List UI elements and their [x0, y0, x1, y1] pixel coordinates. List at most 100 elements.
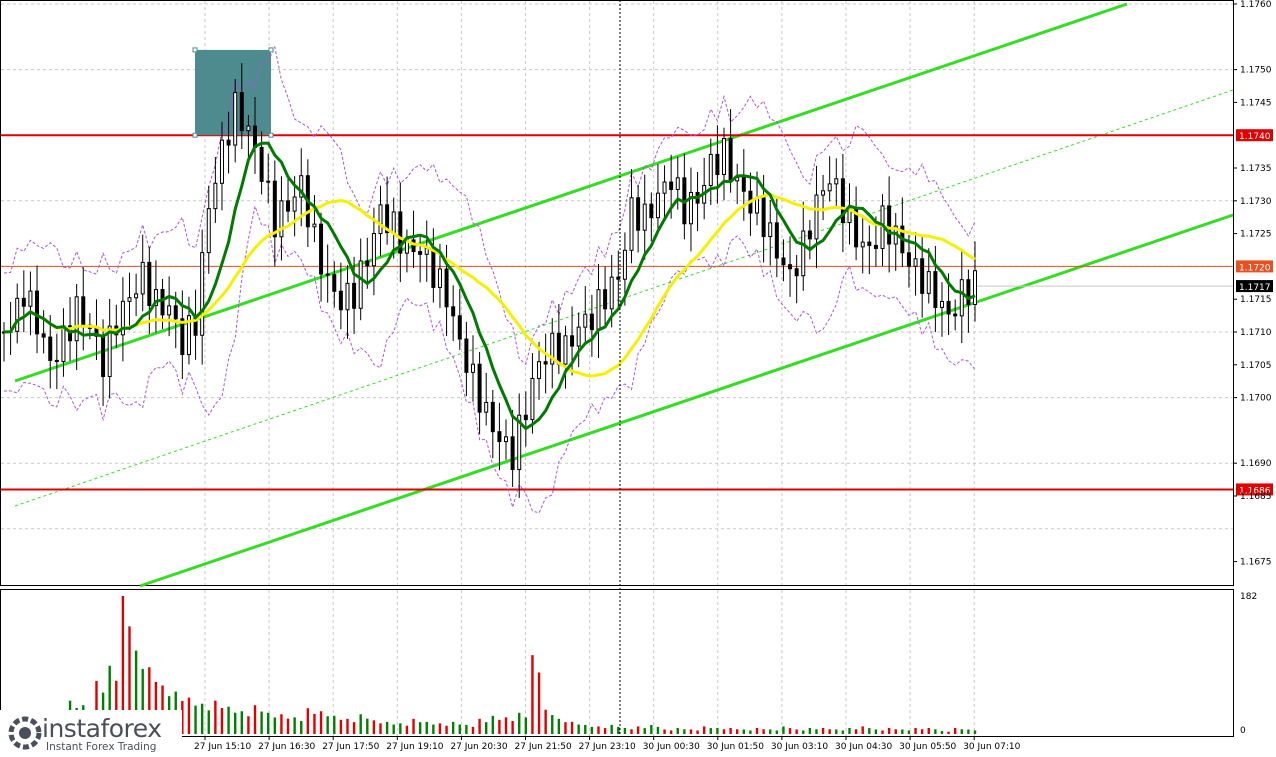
candle-body	[292, 196, 297, 212]
volume-bar	[788, 728, 792, 734]
candle-body	[358, 260, 363, 309]
volume-bar	[947, 731, 950, 734]
volume-bar	[240, 711, 243, 734]
volume-bar	[617, 726, 620, 734]
volume-bar	[953, 727, 957, 734]
price-tick-label: 1.1745	[1240, 98, 1272, 108]
volume-bar	[339, 719, 343, 734]
candle-body	[497, 431, 502, 443]
candle-body	[48, 336, 53, 361]
candle-body	[378, 204, 383, 235]
volume-bar	[313, 713, 316, 734]
volume-bar	[736, 729, 739, 734]
volume-bar	[749, 730, 752, 734]
volume-bar	[821, 727, 825, 734]
candle-body	[504, 436, 509, 443]
price-tick-label: 1.1750	[1240, 66, 1272, 76]
candle-body	[312, 223, 317, 228]
candle-body	[913, 258, 918, 267]
volume-bar	[207, 710, 210, 734]
candle-body	[490, 401, 495, 433]
candle-body	[28, 290, 33, 307]
candle-body	[140, 261, 145, 295]
volume-bar	[504, 717, 508, 734]
time-tick-label: 27 Jun 16:30	[258, 742, 315, 752]
volume-bar	[676, 727, 679, 734]
volume-bar	[432, 724, 435, 734]
price-tick-label: 1.1700	[1240, 394, 1272, 404]
price-tick-label: 1.1710	[1240, 328, 1272, 338]
candle-body	[437, 268, 442, 288]
volume-bar	[934, 729, 937, 734]
candle-body	[768, 222, 773, 238]
candle-body	[200, 252, 205, 336]
volume-bar	[815, 729, 818, 734]
candle-body	[398, 211, 403, 254]
volume-bar	[782, 726, 785, 734]
volume-bar	[108, 665, 111, 734]
current-price-label: 1.1717	[1239, 283, 1271, 293]
volume-bar	[828, 729, 831, 734]
volume-bar	[669, 730, 673, 734]
candle-body	[41, 333, 46, 338]
time-tick-label: 30 Jun 07:10	[963, 742, 1020, 752]
volume-bar	[438, 723, 442, 734]
time-tick-label: 27 Jun 17:50	[322, 742, 379, 752]
time-tick-label: 30 Jun 01:50	[707, 742, 764, 752]
candle-body	[675, 177, 680, 190]
volume-bar	[465, 724, 468, 734]
candle-body	[464, 338, 469, 373]
price-tick-label: 1.1725	[1240, 230, 1272, 240]
candle-body	[371, 233, 376, 267]
level-tag	[1236, 129, 1273, 142]
volume-bar	[742, 729, 746, 734]
candle-body	[570, 335, 575, 347]
candle-body	[279, 200, 284, 238]
volume-bar	[326, 716, 329, 734]
volume-bar	[940, 730, 944, 734]
candle-body	[153, 289, 158, 306]
volume-bar	[881, 730, 884, 734]
candle-body	[35, 290, 40, 335]
highlight-box-handle	[268, 132, 274, 138]
volume-bar	[524, 717, 528, 734]
candle-body	[54, 359, 59, 363]
volume-bar	[808, 727, 812, 734]
candle-body	[827, 183, 832, 192]
volume-bar	[352, 722, 356, 734]
volume-bar	[722, 729, 726, 734]
volume-bar	[656, 726, 660, 734]
volume-bar	[570, 721, 574, 734]
candle-body	[15, 297, 20, 332]
candle-body	[840, 178, 845, 224]
candle-body	[477, 363, 482, 413]
volume-bar	[960, 729, 963, 734]
volume-min-label: 0	[1240, 726, 1246, 736]
candle-body	[741, 177, 746, 192]
candle-body	[226, 139, 231, 146]
volume-bar	[854, 729, 858, 734]
highlight-box-handle	[192, 47, 198, 53]
candle-body	[21, 297, 26, 307]
volume-bar	[841, 730, 845, 734]
candle-body	[385, 204, 390, 234]
volume-bar	[478, 718, 481, 734]
volume-bar	[650, 724, 653, 734]
price-tick-label: 1.1735	[1240, 164, 1272, 174]
candle-body	[219, 139, 224, 184]
volume-bar	[597, 726, 600, 734]
candle-body	[411, 239, 416, 253]
band-upper	[3, 45, 976, 366]
candle-body	[721, 138, 726, 176]
candle-body	[629, 197, 634, 251]
volume-bar	[346, 718, 349, 734]
time-tick-label: 27 Jun 23:10	[579, 742, 636, 752]
volume-bar	[128, 626, 131, 734]
volume-bar	[630, 729, 633, 734]
volume-bar	[755, 727, 759, 734]
candle-body	[642, 203, 647, 231]
volume-bar	[392, 724, 395, 734]
volume-bar	[920, 729, 924, 734]
ma-fast-line	[3, 141, 976, 431]
candle-body	[688, 191, 693, 225]
